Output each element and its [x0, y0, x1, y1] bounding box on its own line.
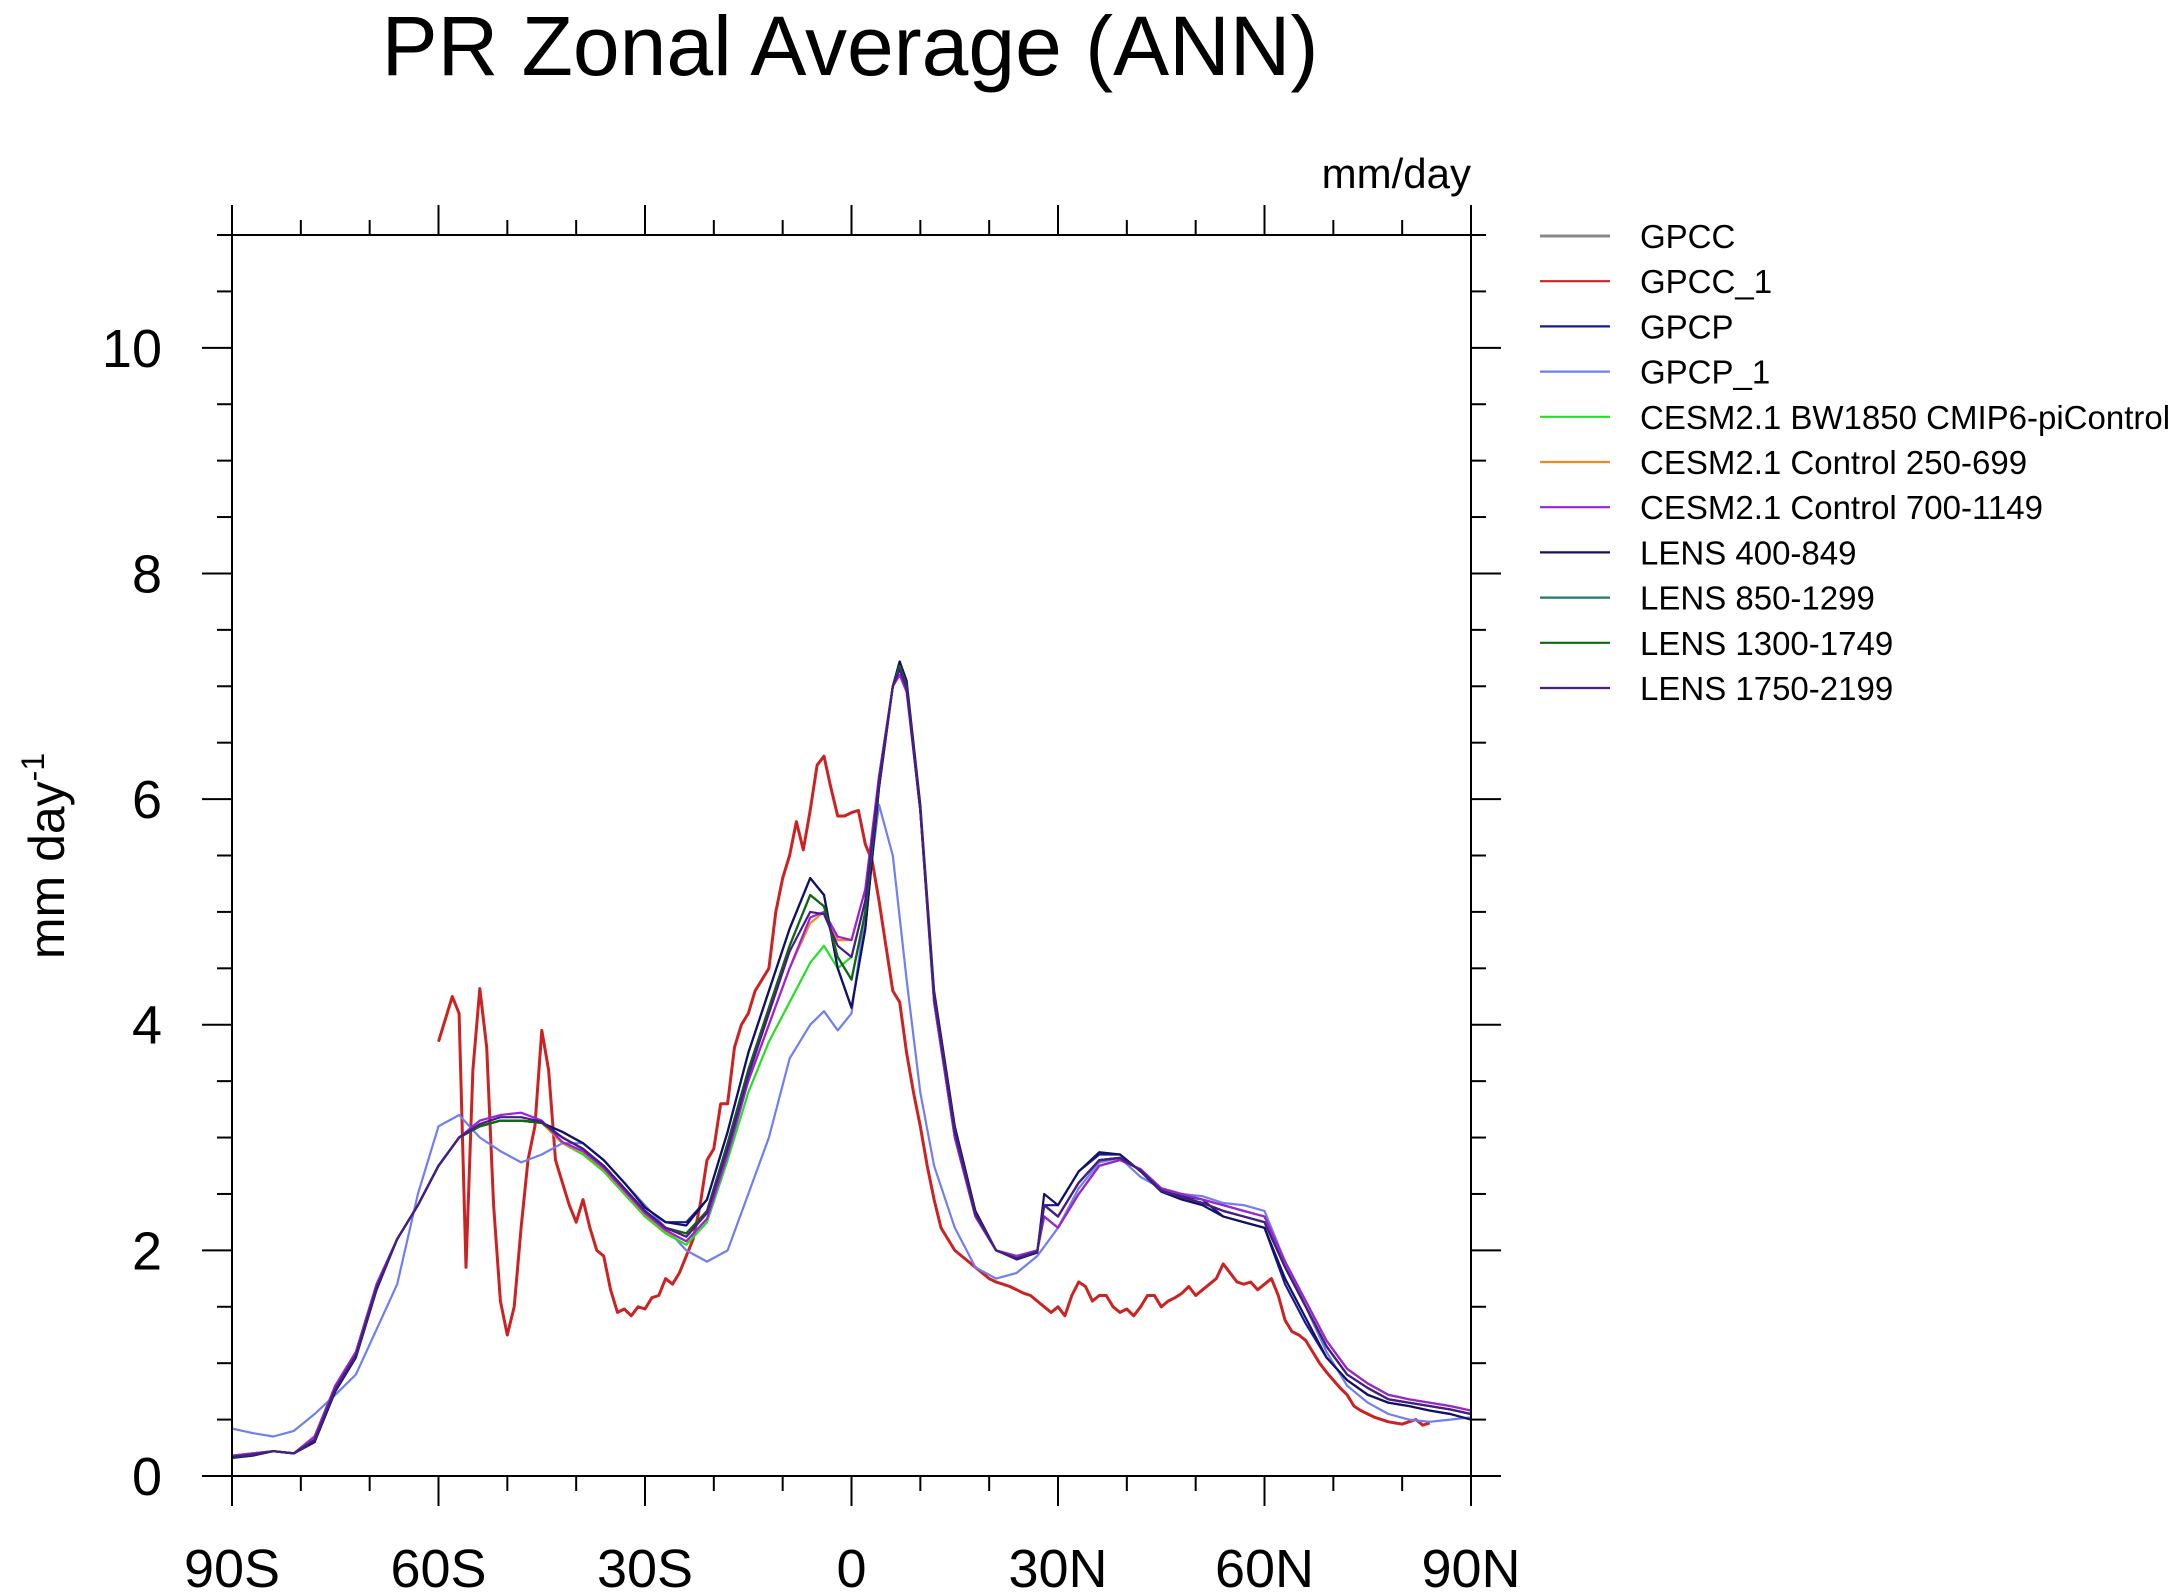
series-line-10 — [232, 668, 1471, 1458]
series-line-9 — [232, 664, 1471, 1458]
axis-tick-labels: 90S 60S 30S 0 30N 60N 90N 0 2 4 6 8 10 — [102, 319, 1521, 1595]
series-lines — [232, 660, 1471, 1459]
x-tick-label: 30N — [1008, 1539, 1107, 1595]
series-line-1 — [437, 754, 1431, 1427]
y-tick-label: 2 — [132, 1221, 162, 1281]
legend-item: GPCP — [1540, 308, 1734, 345]
units-label: mm/day — [1322, 150, 1471, 197]
y-tick-label: 8 — [132, 544, 162, 604]
legend-item: GPCC — [1540, 218, 1735, 255]
y-tick-label: 0 — [132, 1447, 162, 1507]
legend-label: LENS 1750-2199 — [1640, 670, 1893, 707]
legend-label: GPCC_1 — [1640, 263, 1772, 300]
legend: GPCC GPCC_1 GPCP GPCP_1 CESM2.1 BW1850 CMIP6… — [1540, 218, 2170, 707]
y-tick-label: 4 — [132, 996, 162, 1056]
legend-label: LENS 850-1299 — [1640, 580, 1875, 617]
series-line-5 — [232, 668, 1471, 1457]
legend-label: GPCP — [1640, 308, 1734, 345]
chart-title: PR Zonal Average (ANN) — [382, 0, 1319, 93]
plot-frame — [231, 234, 1472, 1477]
series-line-6 — [232, 673, 1471, 1457]
y-axis-label-exponent: -1 — [15, 753, 51, 781]
legend-label: LENS 400-849 — [1640, 534, 1856, 571]
x-tick-label: 90N — [1421, 1539, 1520, 1595]
y-axis-label-text: mm day — [19, 781, 75, 959]
x-tick-label: 30S — [597, 1539, 693, 1595]
legend-label: GPCC — [1640, 218, 1735, 255]
series-line-2 — [232, 660, 1471, 1457]
x-tick-label: 60S — [390, 1539, 486, 1595]
legend-item: LENS 1750-2199 — [1540, 670, 1893, 707]
legend-item: LENS 1300-1749 — [1540, 625, 1893, 662]
series-line-4 — [232, 668, 1471, 1457]
legend-label: CESM2.1 Control 250-699 — [1640, 444, 2027, 481]
series-line-3 — [232, 803, 1471, 1438]
plot-area: 90S 60S 30S 0 30N 60N 90N 0 2 4 6 8 10 — [102, 205, 1521, 1595]
legend-item: LENS 400-849 — [1540, 534, 1856, 571]
legend-label: GPCP_1 — [1640, 354, 1770, 391]
legend-item: GPCP_1 — [1540, 354, 1770, 391]
x-tick-label: 90S — [184, 1539, 280, 1595]
legend-label: CESM2.1 BW1850 CMIP6-piControl — [1640, 399, 2170, 436]
legend-item: GPCC_1 — [1540, 263, 1772, 300]
series-line-8 — [232, 664, 1471, 1458]
y-axis-label: mm day-1 — [15, 753, 75, 959]
legend-item: CESM2.1 Control 700-1149 — [1540, 489, 2043, 526]
legend-item: CESM2.1 Control 250-699 — [1540, 444, 2027, 481]
x-tick-label: 0 — [836, 1539, 866, 1595]
series-line-7 — [232, 660, 1471, 1459]
legend-item: LENS 850-1299 — [1540, 580, 1875, 617]
legend-label: CESM2.1 Control 700-1149 — [1640, 489, 2043, 526]
y-tick-label: 10 — [102, 319, 162, 379]
x-tick-label: 60N — [1215, 1539, 1314, 1595]
legend-item: CESM2.1 BW1850 CMIP6-piControl — [1540, 399, 2170, 436]
axis-ticks — [202, 205, 1501, 1506]
y-tick-label: 6 — [132, 770, 162, 830]
legend-label: LENS 1300-1749 — [1640, 625, 1893, 662]
